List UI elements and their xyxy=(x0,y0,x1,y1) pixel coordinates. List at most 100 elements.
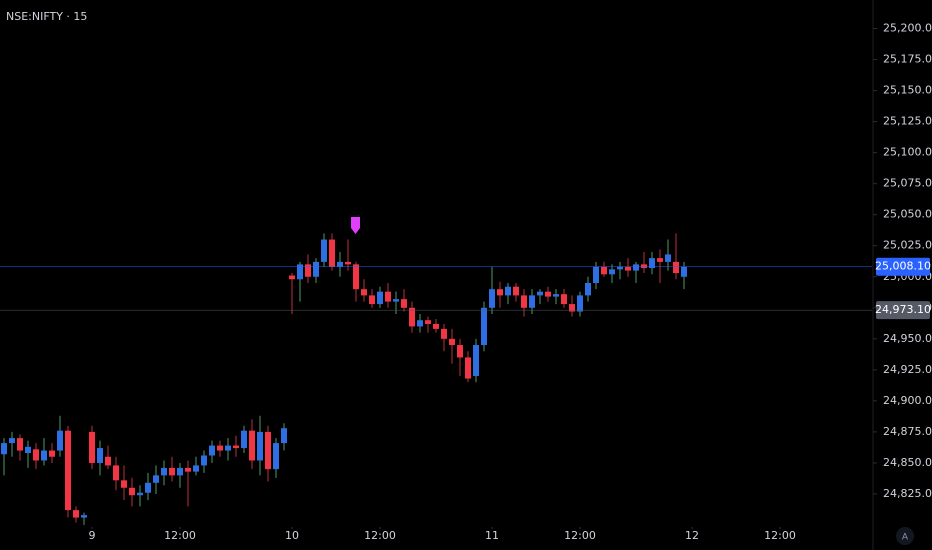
candle-body xyxy=(249,430,255,461)
candle-body xyxy=(505,286,511,296)
y-tick-label: 24,825.00 xyxy=(883,487,932,500)
candle-body xyxy=(545,291,551,297)
candle-body xyxy=(65,430,71,511)
candle-body xyxy=(305,264,311,277)
candle-body xyxy=(9,438,15,444)
candle-body xyxy=(153,475,159,483)
candle-body xyxy=(321,239,327,262)
price-label: 24,973.10 xyxy=(875,303,931,316)
candle-body xyxy=(137,492,143,496)
x-tick-label: 12:00 xyxy=(564,529,596,542)
x-tick-label: 12:00 xyxy=(164,529,196,542)
candle-body xyxy=(225,445,231,451)
candle-body xyxy=(625,266,631,271)
candle-body xyxy=(57,430,63,451)
y-tick-label: 25,025.00 xyxy=(883,239,932,252)
candle-body xyxy=(465,357,471,379)
candle-body xyxy=(681,266,687,277)
candle-body xyxy=(193,465,199,472)
candle-body xyxy=(537,291,543,296)
candle-body xyxy=(209,445,215,456)
candle-body xyxy=(49,450,55,457)
y-tick-label: 25,050.00 xyxy=(883,208,932,221)
candle-body xyxy=(81,515,87,518)
x-tick-label: 10 xyxy=(285,529,299,542)
candle-body xyxy=(97,448,103,463)
price-label: 25,008.10 xyxy=(875,260,931,273)
y-tick-label: 24,925.00 xyxy=(883,363,932,376)
y-tick-label: 25,175.00 xyxy=(883,53,932,66)
candle-body xyxy=(425,320,431,324)
candle-body xyxy=(473,345,479,377)
candle-body xyxy=(1,443,7,455)
y-tick-label: 25,150.00 xyxy=(883,84,932,97)
price-label-box xyxy=(876,301,930,320)
candle-body xyxy=(169,467,175,476)
candle-body xyxy=(633,264,639,271)
candle-body xyxy=(337,261,343,267)
candle-body xyxy=(609,269,615,275)
candle-body xyxy=(361,289,367,296)
candle-body xyxy=(121,480,127,488)
candle-body xyxy=(489,289,495,308)
candle-body xyxy=(641,264,647,269)
candle-body xyxy=(497,289,503,296)
candle-body xyxy=(241,430,247,449)
candle-body xyxy=(553,294,559,297)
candle-body xyxy=(617,266,623,270)
price-label-box xyxy=(876,257,930,276)
candle-body xyxy=(313,261,319,277)
candle-body xyxy=(89,431,95,463)
candle-body xyxy=(289,275,295,280)
candle-body xyxy=(41,450,47,461)
candle-body xyxy=(185,467,191,472)
candle-body xyxy=(569,304,575,312)
chart-title: NSE:NIFTY · 15 xyxy=(6,10,87,23)
x-tick-label: 11 xyxy=(485,529,499,542)
candle-body xyxy=(233,445,239,449)
candle-body xyxy=(129,487,135,496)
candle-body xyxy=(297,264,303,280)
auto-scale-button[interactable] xyxy=(896,527,914,545)
auto-scale-label[interactable]: A xyxy=(902,533,909,543)
candle-body xyxy=(449,338,455,346)
candle-body xyxy=(201,455,207,466)
x-tick-label: 12:00 xyxy=(764,529,796,542)
candle-body xyxy=(353,264,359,290)
candle-body xyxy=(265,431,271,470)
candle-body xyxy=(561,294,567,305)
y-tick-label: 24,950.00 xyxy=(883,332,932,345)
candle-body xyxy=(273,443,279,470)
y-tick-label: 25,125.00 xyxy=(883,115,932,128)
y-tick-label: 24,900.00 xyxy=(883,394,932,407)
candle-body xyxy=(369,295,375,305)
y-tick-label: 25,075.00 xyxy=(883,177,932,190)
candle-body xyxy=(441,328,447,339)
candle-body xyxy=(33,449,39,461)
candle-body xyxy=(177,467,183,476)
candle-body xyxy=(145,482,151,493)
candle-body xyxy=(529,295,535,308)
candle-body xyxy=(433,323,439,329)
candle-body xyxy=(385,291,391,302)
candle-body xyxy=(17,438,23,451)
candle-body xyxy=(585,282,591,296)
y-tick-label: 25,200.00 xyxy=(883,22,932,35)
candle-body xyxy=(161,467,167,476)
y-tick-label: 24,850.00 xyxy=(883,456,932,469)
x-tick-label: 12:00 xyxy=(364,529,396,542)
x-tick-label: 9 xyxy=(89,529,96,542)
candle-body xyxy=(409,307,415,327)
candle-body xyxy=(345,261,351,265)
candle-body xyxy=(25,446,31,454)
candle-body xyxy=(281,428,287,444)
candle-body xyxy=(217,445,223,451)
signal-marker xyxy=(351,217,360,234)
candle-body xyxy=(513,286,519,296)
candle-body xyxy=(657,258,663,262)
candle-body xyxy=(601,266,607,275)
candle-body xyxy=(401,299,407,308)
candle-body xyxy=(665,254,671,262)
